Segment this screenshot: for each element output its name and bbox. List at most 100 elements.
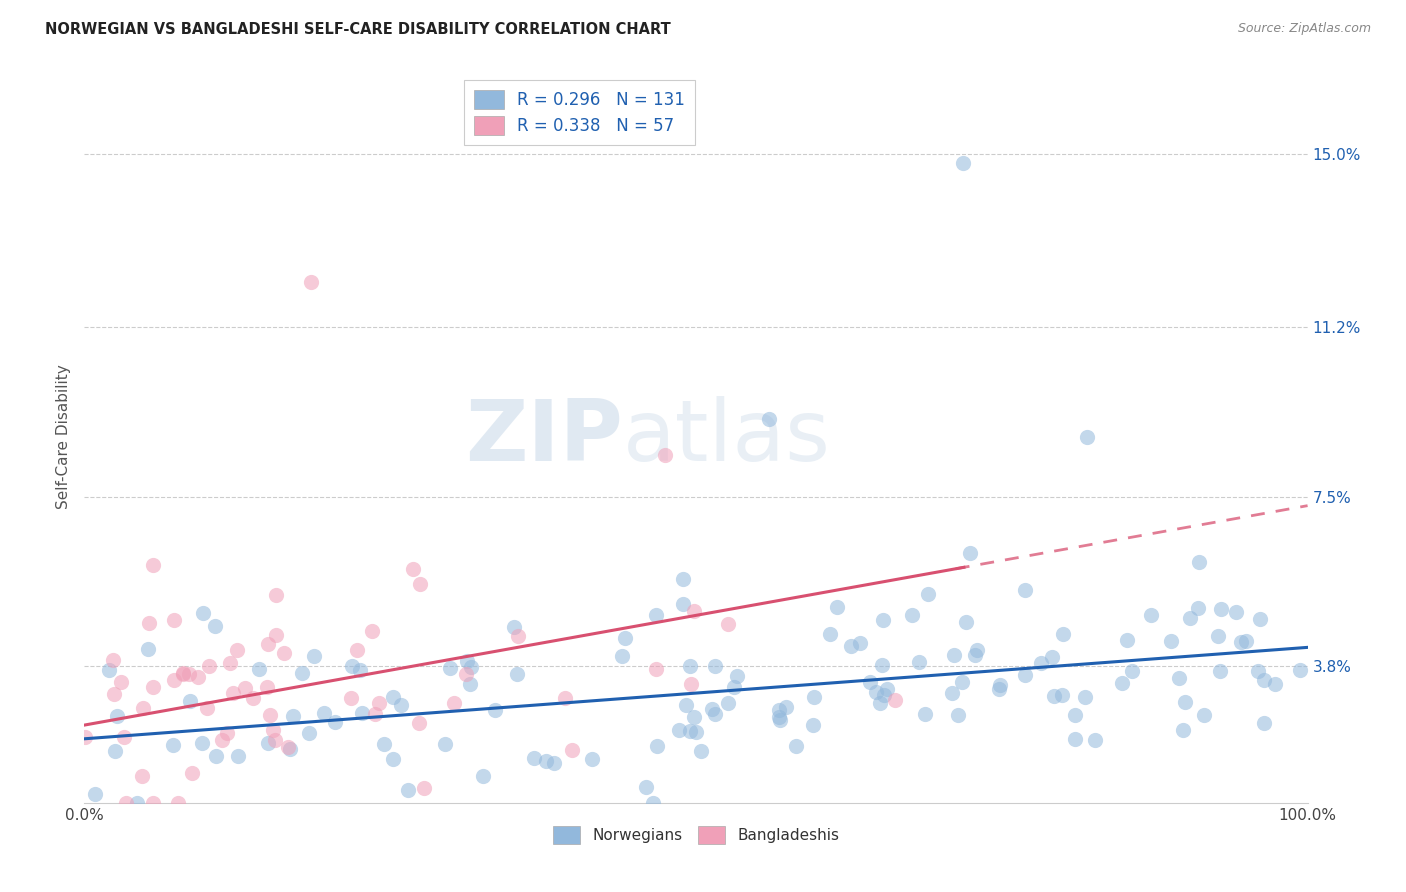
Point	[672, 572, 695, 586]
Point	[1084, 733, 1107, 747]
Point	[641, 796, 664, 810]
Point	[700, 702, 723, 716]
Point	[876, 681, 898, 696]
Point	[1043, 690, 1066, 704]
Point	[1225, 605, 1247, 619]
Point	[142, 680, 165, 694]
Point	[256, 680, 278, 694]
Point	[614, 632, 637, 646]
Point	[172, 665, 194, 680]
Point	[264, 732, 287, 747]
Point	[723, 680, 745, 694]
Point	[785, 739, 807, 753]
Point	[685, 725, 707, 739]
Point	[257, 735, 280, 749]
Point	[412, 781, 434, 796]
Point	[681, 677, 703, 691]
Point	[1121, 664, 1143, 678]
Point	[340, 690, 363, 705]
Point	[163, 613, 186, 627]
Point	[112, 731, 135, 745]
Point	[644, 662, 666, 676]
Point	[543, 756, 565, 770]
Point	[389, 698, 412, 712]
Point	[298, 726, 321, 740]
Point	[775, 700, 797, 714]
Point	[1160, 633, 1182, 648]
Point	[180, 766, 202, 780]
Point	[523, 751, 546, 765]
Point	[1178, 611, 1201, 625]
Point	[704, 659, 727, 673]
Point	[233, 681, 256, 695]
Point	[299, 275, 322, 289]
Point	[363, 706, 385, 721]
Point	[955, 615, 977, 629]
Point	[849, 636, 872, 650]
Point	[114, 796, 136, 810]
Point	[247, 662, 270, 676]
Point	[177, 667, 200, 681]
Point	[439, 661, 461, 675]
Point	[163, 673, 186, 687]
Point	[179, 694, 201, 708]
Point	[872, 613, 894, 627]
Point	[1014, 582, 1036, 597]
Point	[689, 744, 711, 758]
Point	[990, 678, 1012, 692]
Point	[769, 713, 792, 727]
Point	[443, 696, 465, 710]
Point	[1249, 611, 1271, 625]
Point	[1209, 664, 1232, 678]
Point	[870, 658, 893, 673]
Point	[859, 675, 882, 690]
Point	[1064, 708, 1087, 723]
Text: Source: ZipAtlas.com: Source: ZipAtlas.com	[1237, 22, 1371, 36]
Point	[679, 724, 702, 739]
Point	[1171, 723, 1194, 737]
Point	[1289, 663, 1312, 677]
Point	[675, 698, 697, 713]
Point	[654, 448, 676, 462]
Point	[277, 739, 299, 754]
Point	[717, 616, 740, 631]
Point	[610, 648, 633, 663]
Point	[471, 769, 494, 783]
Point	[225, 643, 247, 657]
Point	[506, 629, 529, 643]
Point	[683, 710, 706, 724]
Point	[408, 716, 430, 731]
Point	[952, 156, 974, 170]
Point	[75, 730, 97, 744]
Point	[103, 744, 125, 758]
Point	[1187, 601, 1209, 615]
Point	[668, 723, 690, 737]
Point	[167, 796, 190, 810]
Point	[136, 642, 159, 657]
Point	[278, 741, 301, 756]
Point	[1264, 677, 1286, 691]
Point	[346, 643, 368, 657]
Point	[195, 701, 218, 715]
Point	[190, 736, 212, 750]
Point	[204, 749, 226, 764]
Point	[142, 796, 165, 810]
Point	[534, 754, 557, 768]
Point	[966, 643, 988, 657]
Point	[211, 733, 233, 747]
Legend: Norwegians, Bangladeshis: Norwegians, Bangladeshis	[547, 820, 845, 850]
Point	[865, 685, 887, 699]
Point	[110, 675, 132, 690]
Point	[645, 739, 668, 753]
Point	[484, 703, 506, 717]
Point	[215, 726, 238, 740]
Point	[458, 677, 481, 691]
Point	[1029, 656, 1052, 670]
Point	[901, 607, 924, 622]
Point	[1253, 673, 1275, 687]
Point	[1076, 430, 1098, 444]
Point	[291, 665, 314, 680]
Point	[672, 597, 695, 611]
Point	[382, 752, 405, 766]
Point	[193, 607, 215, 621]
